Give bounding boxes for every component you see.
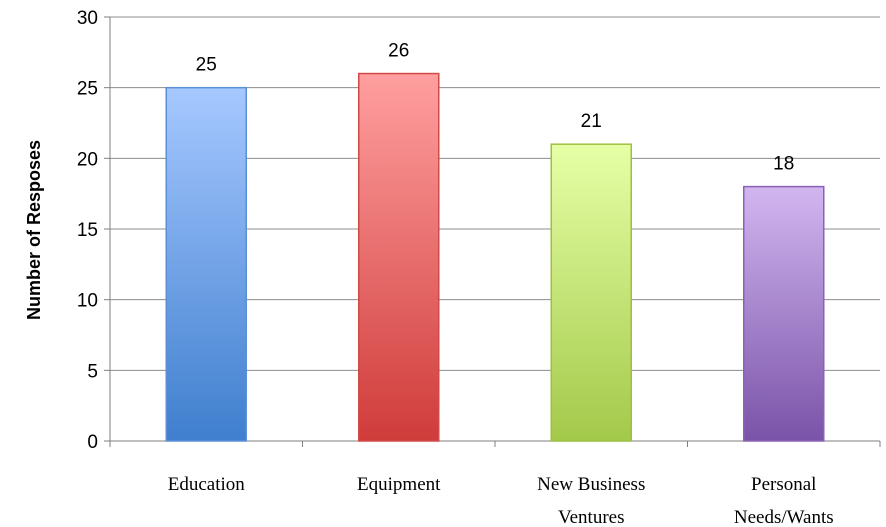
bar bbox=[165, 86, 247, 442]
x-tick-label: Ventures bbox=[558, 507, 624, 527]
y-tick-label: 25 bbox=[77, 79, 98, 100]
y-tick-label: 10 bbox=[77, 291, 98, 312]
y-tick-label: 5 bbox=[87, 361, 98, 382]
x-tick-label: Needs/Wants bbox=[734, 507, 834, 527]
x-tick-label: Education bbox=[168, 474, 246, 495]
bar bbox=[743, 185, 825, 442]
x-tick-label: New Business bbox=[537, 474, 645, 495]
y-tick-label: 0 bbox=[87, 432, 98, 453]
y-tick-label: 20 bbox=[77, 149, 98, 170]
x-tick-label: Equipment bbox=[357, 474, 441, 495]
labels: 0 5 10 15 20 25 30 25 Education 26 Equipment 21 New … bbox=[77, 8, 834, 527]
y-axis-label: Number of Resposes bbox=[24, 140, 44, 320]
data-label: 18 bbox=[773, 154, 794, 175]
data-label: 26 bbox=[388, 41, 409, 62]
bar bbox=[358, 72, 440, 442]
y-tick-label: 15 bbox=[77, 220, 98, 241]
bars bbox=[165, 72, 825, 442]
data-label: 21 bbox=[581, 111, 602, 132]
x-tick-label: Personal bbox=[751, 474, 816, 495]
data-label: 25 bbox=[196, 55, 217, 76]
y-tick-label: 30 bbox=[77, 8, 98, 29]
bar bbox=[550, 143, 632, 442]
